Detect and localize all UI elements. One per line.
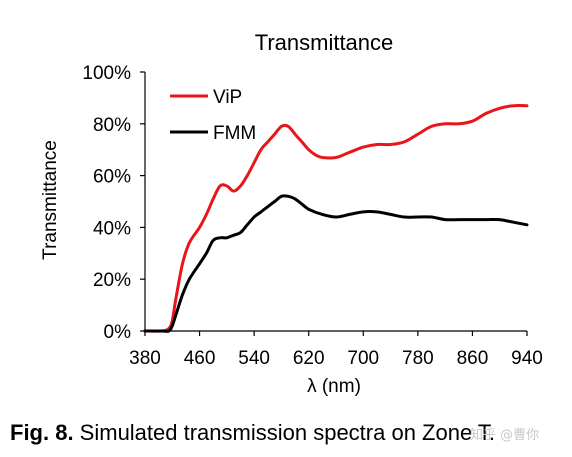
chart-title: Transmittance [255, 30, 394, 55]
x-tick-label: 540 [238, 348, 270, 369]
series-lines [143, 103, 529, 333]
series-line-fmm [143, 194, 529, 333]
transmittance-chart: Transmittance 0% 20% 40% 60% 80% 100% 380 460 5… [40, 30, 543, 397]
x-tick-label: 620 [293, 348, 325, 369]
y-tick-label: 80% [93, 115, 131, 136]
y-tick-label: 20% [93, 270, 131, 291]
legend: ViP FMM [170, 87, 256, 144]
y-tick-label: 60% [93, 167, 131, 188]
figure-caption: Fig. 8. Simulated transmission spectra o… [10, 420, 495, 446]
x-tick-label: 380 [129, 348, 161, 369]
legend-label-vip: ViP [213, 87, 242, 108]
x-axis-label: λ (nm) [307, 376, 361, 397]
x-tick-label: 700 [347, 348, 379, 369]
x-tick-label: 780 [402, 348, 434, 369]
y-axis-ticks: 0% 20% 40% 60% 80% 100% [82, 63, 145, 343]
x-axis-ticks: 380 460 540 620 700 780 860 940 [129, 331, 543, 369]
figure-caption-label: Fig. 8. [10, 420, 74, 445]
x-tick-label: 460 [184, 348, 216, 369]
y-tick-label: 0% [104, 322, 132, 343]
x-tick-label: 940 [511, 348, 543, 369]
series-line-vip [143, 103, 529, 333]
legend-label-fmm: FMM [213, 123, 256, 144]
y-tick-label: 40% [93, 218, 131, 239]
y-axis-label: Transmittance [40, 140, 61, 260]
x-tick-label: 860 [457, 348, 489, 369]
y-tick-label: 100% [82, 63, 131, 84]
watermark: 知乎 @曹你 [470, 428, 540, 443]
plot-axes [144, 72, 527, 332]
figure-caption-text: Simulated transmission spectra on Zone T… [73, 420, 496, 445]
